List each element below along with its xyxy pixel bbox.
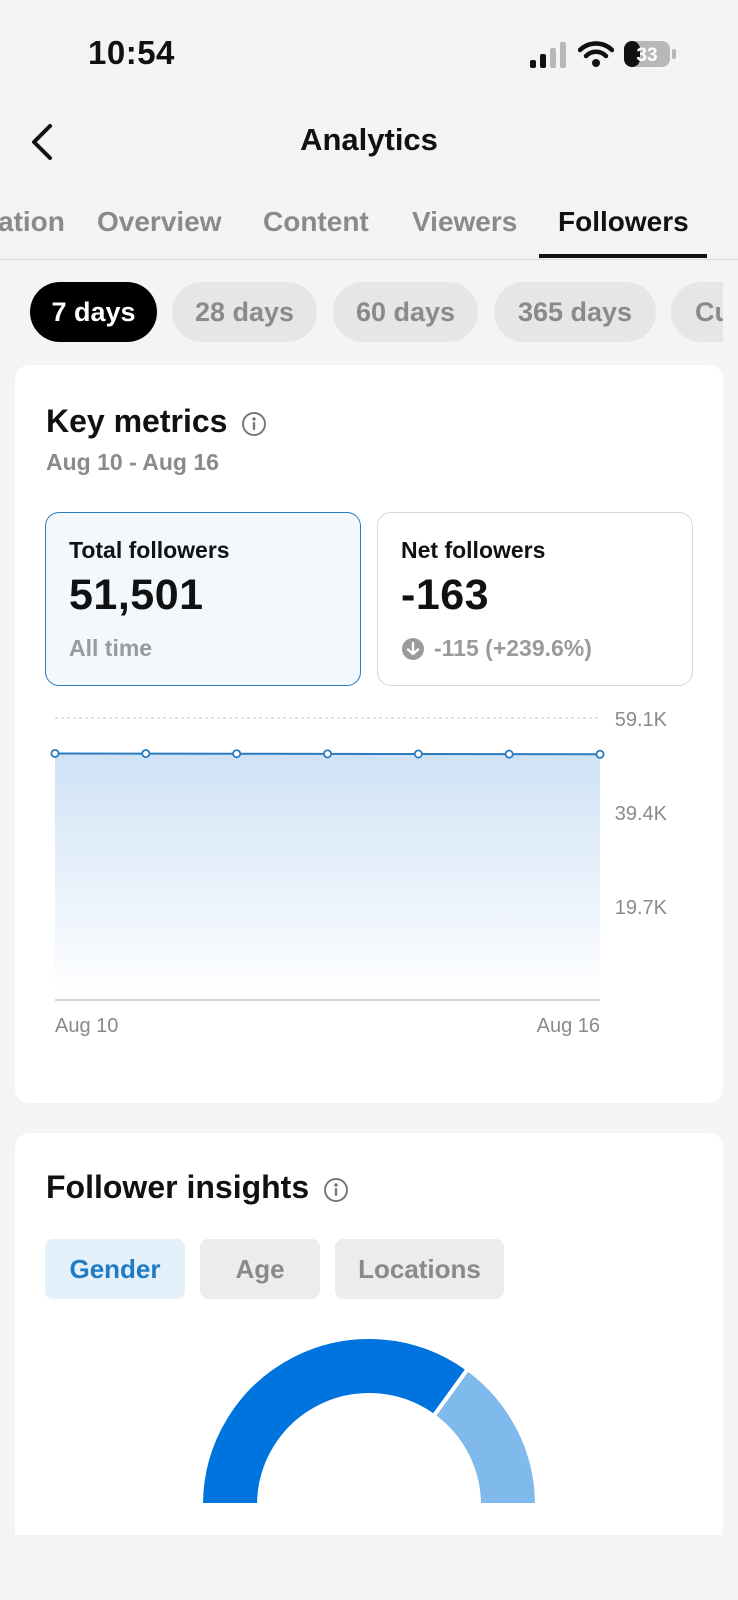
chip-7-days[interactable]: 7 days	[30, 282, 157, 342]
key-metrics-card: Key metrics Aug 10 - Aug 16 Total follow…	[15, 365, 723, 1103]
data-point	[232, 749, 242, 759]
chip-365-days[interactable]: 365 days	[494, 282, 656, 342]
net-followers-card[interactable]: Net followers -163 -115 (+239.6%)	[377, 512, 693, 686]
cellular-signal-icon	[530, 42, 566, 68]
chip-custom[interactable]: Cu	[671, 282, 723, 342]
segment-age[interactable]: Age	[200, 1239, 320, 1299]
data-point	[595, 749, 605, 759]
battery-level: 33	[636, 45, 657, 66]
segment-locations[interactable]: Locations	[335, 1239, 504, 1299]
tab-overview[interactable]: Overview	[97, 206, 222, 237]
info-icon[interactable]	[323, 1177, 349, 1203]
y-tick-label: 39.4K	[615, 803, 668, 825]
tab-inspiration[interactable]: ation	[0, 206, 65, 237]
info-icon[interactable]	[241, 411, 267, 437]
y-tick-label: 59.1K	[615, 709, 668, 731]
metric-label: Net followers	[401, 537, 546, 563]
follower-insights-card: Follower insights Gender Age Locations	[15, 1133, 723, 1535]
status-bar: 10:54 33	[0, 0, 738, 100]
chip-60-days[interactable]: 60 days	[333, 282, 478, 342]
gender-slice-0	[198, 1335, 471, 1507]
metric-subtext: All time	[69, 635, 153, 661]
data-point	[322, 749, 332, 759]
wifi-icon	[578, 41, 614, 67]
chip-28-days[interactable]: 28 days	[172, 282, 317, 342]
data-point	[504, 749, 514, 759]
analytics-tabs: ation Overview Content Viewers Followers	[0, 196, 738, 260]
back-button[interactable]	[26, 120, 62, 164]
metric-value: 51,501	[69, 571, 204, 619]
key-metrics-title: Key metrics	[46, 403, 228, 439]
data-point	[141, 749, 151, 759]
arrow-down-circle-icon	[402, 638, 424, 660]
segment-gender[interactable]: Gender	[45, 1239, 185, 1299]
total-followers-card[interactable]: Total followers 51,501 All time	[45, 512, 361, 686]
y-tick-label: 19.7K	[615, 897, 668, 919]
x-tick-label: Aug 16	[537, 1015, 600, 1037]
metric-subtext: -115 (+239.6%)	[434, 635, 592, 661]
metric-label: Total followers	[69, 537, 230, 563]
tab-viewers[interactable]: Viewers	[412, 206, 518, 237]
tab-followers[interactable]: Followers	[558, 206, 689, 237]
battery-icon: 33	[624, 41, 676, 67]
followers-chart: 19.7K 39.4K 59.1K Aug 10 Aug 16	[50, 709, 668, 1037]
status-time: 10:54	[88, 34, 175, 71]
active-tab-indicator	[539, 254, 707, 258]
data-point	[50, 748, 60, 758]
data-point	[413, 749, 423, 759]
tab-content[interactable]: Content	[263, 206, 369, 237]
chart-area	[55, 753, 600, 1000]
follower-insights-title: Follower insights	[46, 1169, 310, 1205]
page-title: Analytics	[300, 122, 438, 157]
gender-donut-chart	[198, 1335, 540, 1507]
date-range: Aug 10 - Aug 16	[46, 449, 219, 475]
chevron-left-icon	[32, 124, 52, 160]
period-selector: 7 days 28 days 60 days 365 days Cu	[0, 282, 723, 344]
metric-value: -163	[401, 571, 490, 619]
x-tick-label: Aug 10	[55, 1015, 118, 1037]
gender-slice-1	[430, 1366, 540, 1507]
